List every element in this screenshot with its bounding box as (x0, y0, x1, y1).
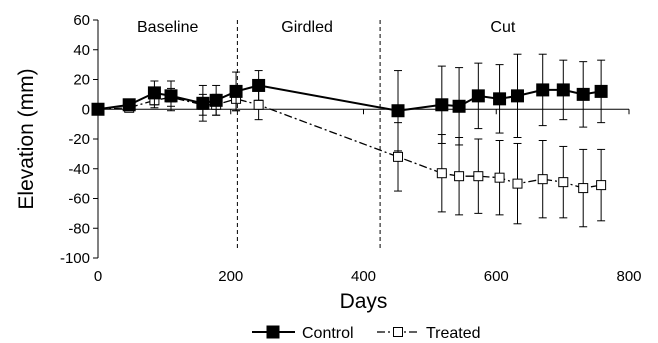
data-point (594, 84, 608, 98)
data-point (196, 96, 210, 110)
data-point (252, 78, 266, 92)
y-tick-label: -100 (60, 250, 90, 267)
x-tick-label: 200 (218, 268, 243, 285)
data-point (536, 83, 550, 97)
y-axis-title: Elevation (mm) (15, 68, 38, 209)
data-point (147, 86, 161, 100)
x-tick-label: 800 (616, 268, 641, 285)
data-point (253, 99, 264, 110)
data-point (493, 92, 507, 106)
data-point (209, 93, 223, 107)
y-tick-label: -20 (68, 131, 90, 148)
x-axis-title: Days (340, 290, 388, 313)
legend-marker-treated (393, 327, 403, 337)
data-point (122, 98, 136, 112)
series-treated (93, 86, 607, 228)
y-tick-label: 0 (82, 101, 90, 118)
data-point (576, 87, 590, 101)
x-tick-label: 400 (351, 268, 376, 285)
data-point (164, 89, 178, 103)
data-point (454, 171, 465, 182)
data-point (537, 174, 548, 185)
y-tick-label: 40 (73, 42, 90, 59)
phase-label: Cut (490, 19, 515, 36)
x-tick-label: 600 (484, 268, 509, 285)
data-point (596, 180, 607, 191)
data-point (558, 177, 569, 188)
data-point (91, 102, 105, 116)
y-tick-label: -40 (68, 161, 90, 178)
axis-titles: Days Elevation (mm) (15, 68, 387, 313)
y-tick-label: 20 (73, 72, 90, 89)
data-point (391, 104, 405, 118)
phase-annotations: Baseline Girdled Cut (137, 19, 516, 250)
data-point (556, 83, 570, 97)
data-point (452, 99, 466, 113)
phase-label: Girdled (281, 19, 333, 36)
series-layer (91, 53, 608, 228)
data-point (435, 98, 449, 112)
legend: Control Treated (252, 325, 481, 342)
data-point (578, 183, 589, 194)
y-tick-label: -80 (68, 220, 90, 237)
legend-marker-control (266, 325, 280, 339)
series-control (91, 53, 608, 152)
data-point (494, 172, 505, 183)
data-point (510, 89, 524, 103)
data-point (473, 171, 484, 182)
data-point (512, 178, 523, 189)
legend-label-control: Control (302, 325, 354, 342)
data-point (229, 84, 243, 98)
data-point (436, 168, 447, 179)
legend-label-treated: Treated (426, 325, 481, 342)
y-tick-label: 60 (73, 12, 90, 29)
data-point (393, 151, 404, 162)
phase-label: Baseline (137, 19, 198, 36)
x-tick-label: 0 (94, 268, 102, 285)
y-tick-label: -60 (68, 191, 90, 208)
data-point (471, 89, 485, 103)
